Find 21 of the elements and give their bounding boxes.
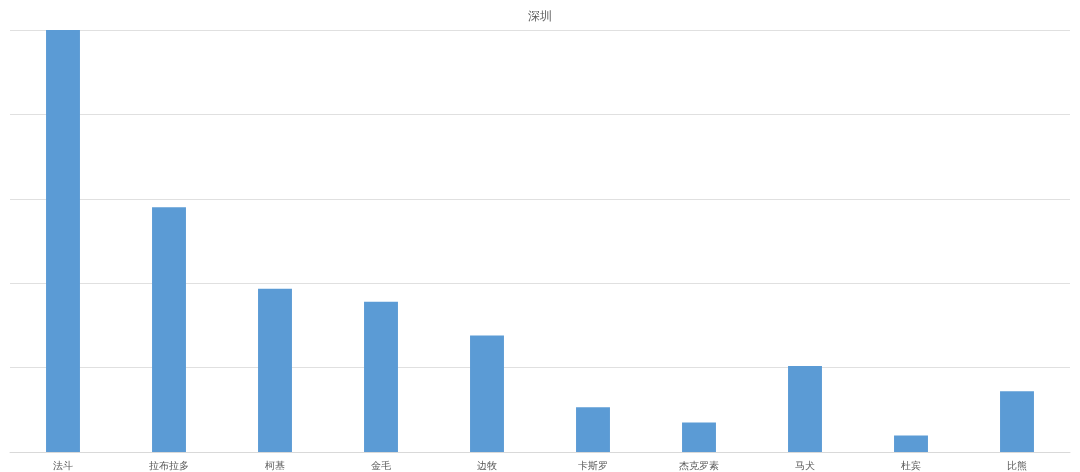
bar [576,407,610,452]
bar [894,435,928,452]
chart-title: 深圳 [528,9,552,23]
bar [1000,391,1034,452]
x-tick-label: 卡斯罗 [578,459,608,471]
bar [470,335,504,452]
bar [682,422,716,452]
bar [364,301,398,452]
x-tick-label: 拉布拉多 [149,459,189,471]
bar [258,288,292,452]
bar [46,30,80,452]
x-tick-label: 柯基 [265,459,285,471]
x-tick-label: 边牧 [477,459,497,471]
x-tick-label: 金毛 [371,459,391,471]
x-tick-label: 法斗 [53,459,73,471]
bar [788,365,822,452]
bar [152,207,186,452]
x-tick-label: 马犬 [795,459,815,471]
x-tick-label: 杜宾 [901,459,921,471]
x-tick-label: 杰克罗素 [679,459,719,471]
x-tick-label: 比熊 [1007,459,1027,471]
